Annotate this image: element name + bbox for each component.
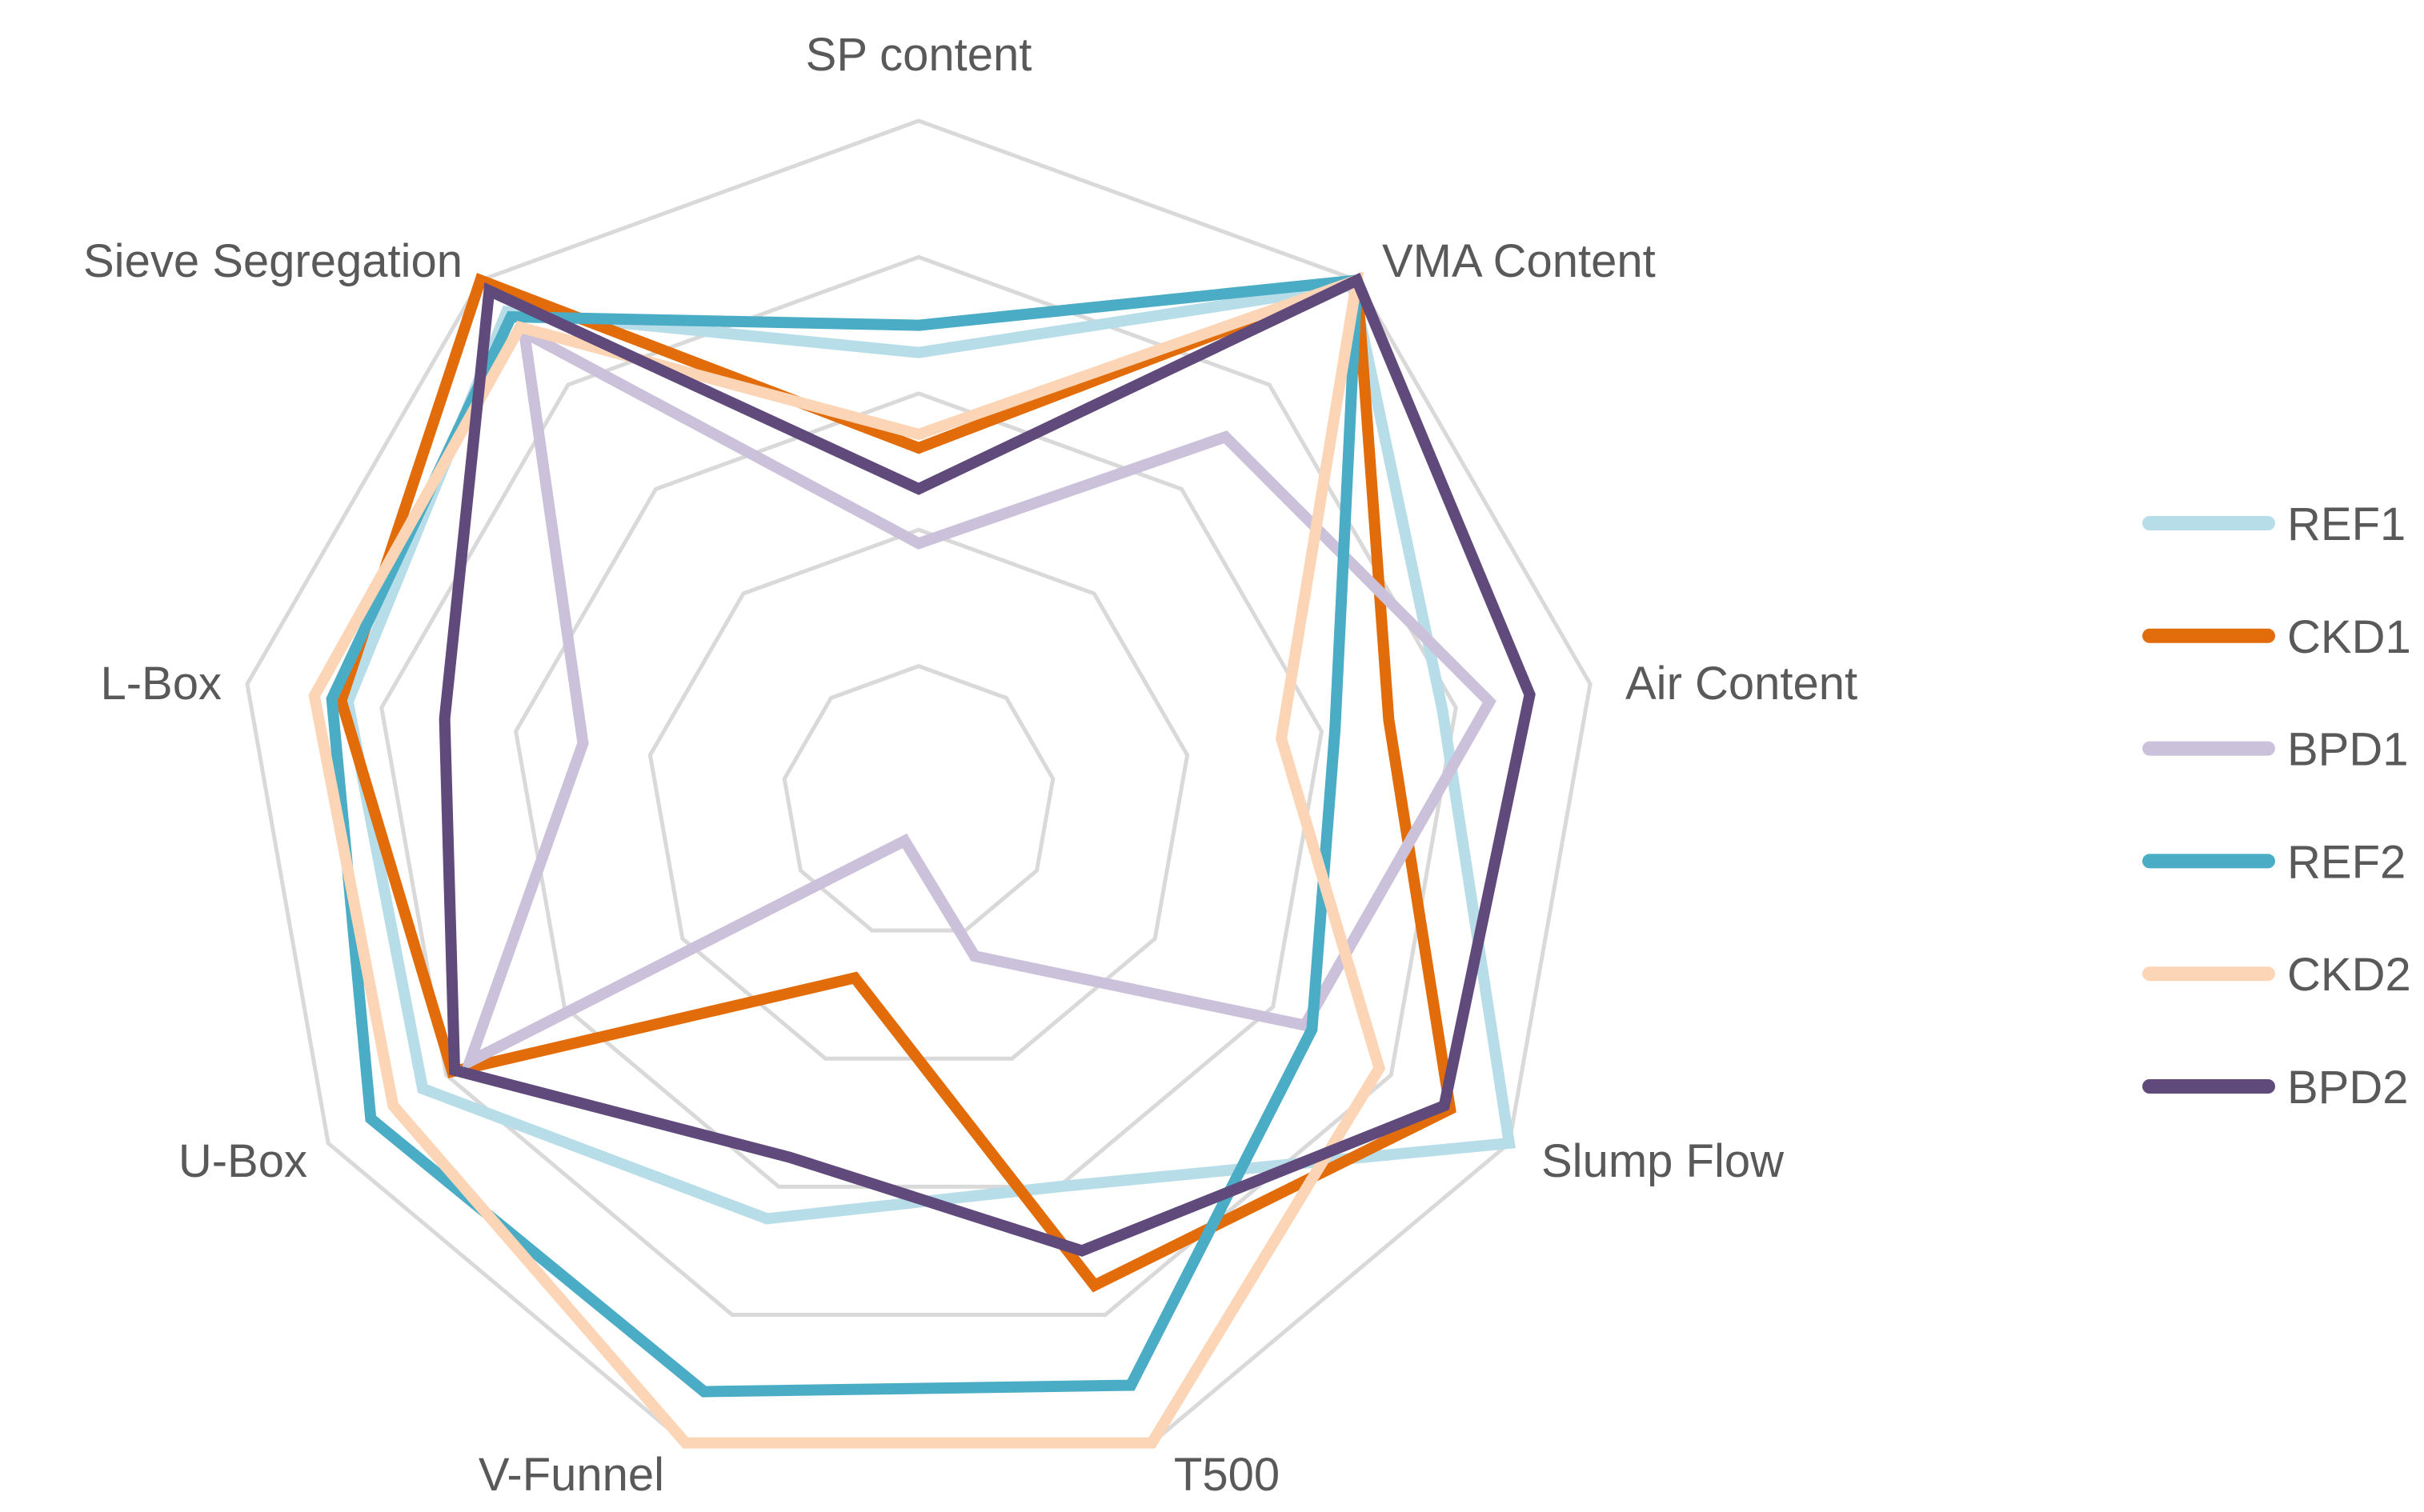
grid-ring — [782, 663, 1056, 933]
axis-label: V-Funnel — [479, 1449, 664, 1501]
legend: REF1 CKD1 BPD1 REF2 CKD2 BPD2 — [2142, 498, 2411, 1114]
axis-label: Air Content — [1625, 658, 1857, 710]
grid-ring — [379, 254, 1458, 1317]
axis-label: Sieve Segregation — [83, 235, 463, 287]
legend-label: BPD1 — [2287, 724, 2409, 776]
axis-labels: SP content VMA Content Air Content Slump Fl… — [83, 29, 1857, 1501]
series-line-bpd1 — [459, 322, 1496, 1073]
legend-item: BPD1 — [2142, 724, 2409, 776]
legend-item: CKD2 — [2142, 949, 2411, 1001]
legend-label: REF2 — [2287, 836, 2406, 888]
legend-label: BPD2 — [2287, 1062, 2409, 1114]
legend-label: CKD1 — [2287, 611, 2411, 663]
axis-label: U-Box — [178, 1135, 307, 1187]
series-line-ckd1 — [335, 272, 1456, 1293]
legend-label: REF1 — [2287, 498, 2406, 550]
axis-label: T500 — [1174, 1449, 1280, 1501]
legend-item: REF2 — [2142, 836, 2406, 888]
axis-label: Slump Flow — [1541, 1135, 1785, 1187]
series-line-bpd2 — [439, 272, 1536, 1257]
axis-label: SP content — [806, 29, 1032, 81]
legend-item: REF1 — [2142, 498, 2406, 550]
axis-label: VMA Content — [1382, 235, 1656, 287]
radar-series — [308, 271, 1536, 1449]
series-line-ckd2 — [308, 271, 1386, 1449]
grid-ring — [513, 391, 1324, 1189]
legend-item: CKD1 — [2142, 611, 2411, 663]
axis-label: L-Box — [100, 658, 222, 710]
legend-label: CKD2 — [2287, 949, 2411, 1001]
legend-item: BPD2 — [2142, 1062, 2409, 1114]
